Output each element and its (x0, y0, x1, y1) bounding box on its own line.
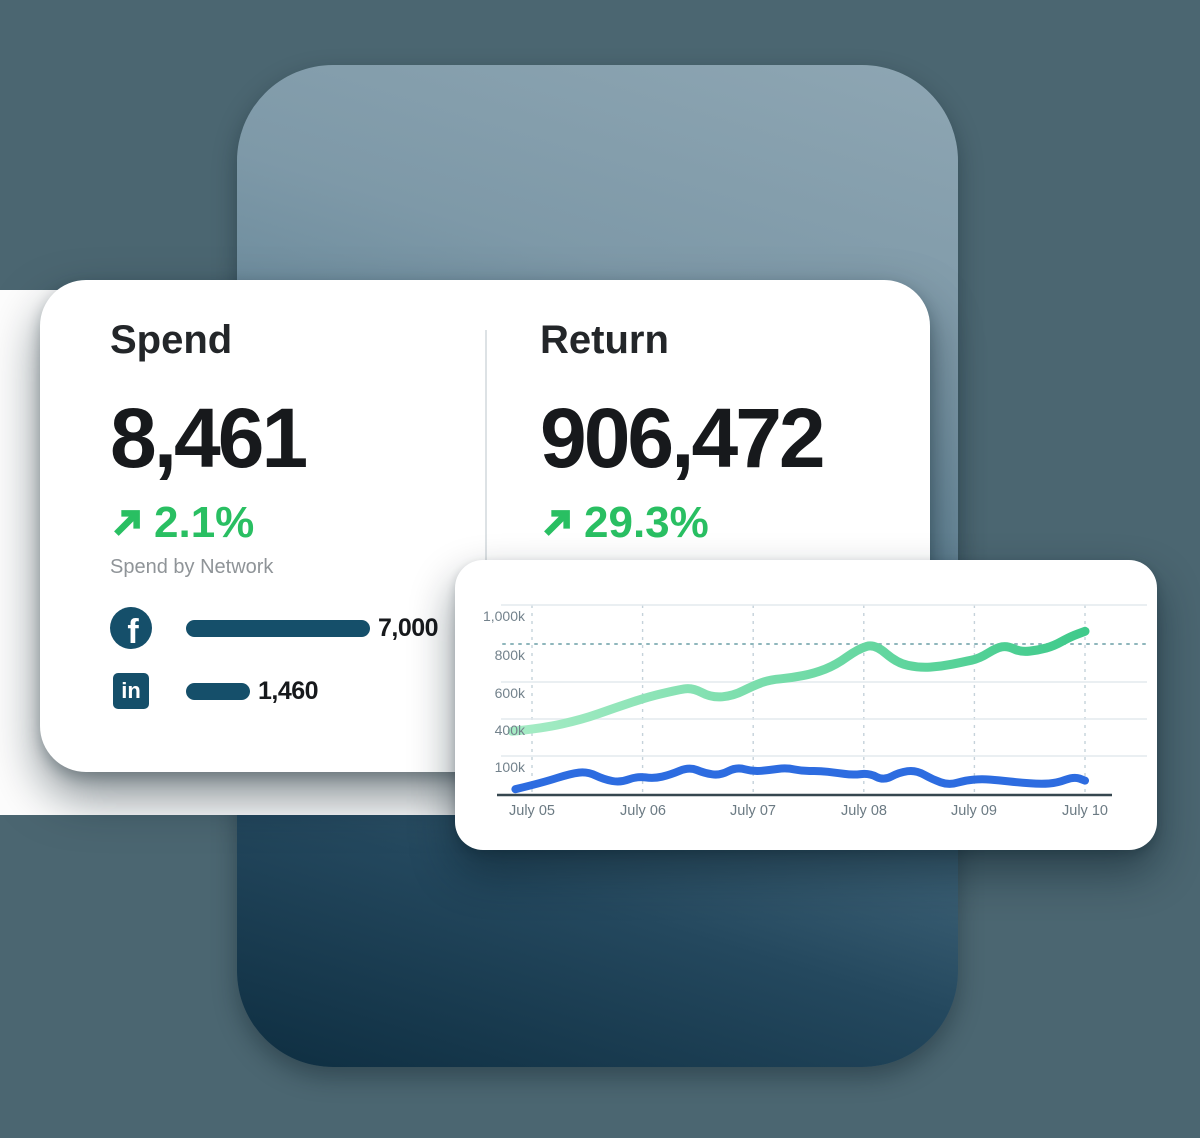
ytick-600k: 600k (494, 685, 525, 701)
facebook-spend-row: f 7,000 (110, 607, 439, 649)
facebook-spend-bar (186, 619, 370, 637)
facebook-icon: f (110, 607, 152, 649)
spend-change: 2.1% (110, 498, 254, 548)
linkedin-icon: in (113, 673, 149, 709)
performance-chart-card: 1,000k 800k 600k 400k 100k July 05 July … (455, 560, 1157, 850)
spend-change-value: 2.1% (154, 498, 255, 547)
vertical-gridlines (531, 605, 1086, 795)
return-title: Return (540, 318, 669, 362)
spend-series-line (511, 764, 1089, 794)
trend-up-arrow-icon (114, 510, 140, 536)
xtick-july-07: July 07 (730, 803, 776, 819)
xtick-july-08: July 08 (841, 803, 887, 819)
vertical-divider (485, 330, 487, 562)
xtick-july-10: July 10 (1062, 803, 1108, 819)
return-change-value: 29.3% (584, 498, 709, 547)
linkedin-spend-value: 1,460 (258, 676, 319, 705)
xtick-july-05: July 05 (509, 803, 555, 819)
ytick-1000k: 1,000k (482, 608, 525, 624)
ytick-100k: 100k (494, 759, 525, 775)
spend-title: Spend (110, 318, 233, 362)
spend-value: 8,461 (110, 391, 308, 485)
return-series-line (507, 626, 1090, 736)
linkedin-spend-row: in 1,460 (110, 670, 319, 712)
trend-up-arrow-icon (544, 510, 570, 536)
xtick-july-06: July 06 (620, 803, 666, 819)
ytick-800k: 800k (494, 647, 525, 663)
linkedin-spend-bar (186, 682, 250, 700)
xtick-july-09: July 09 (951, 803, 997, 819)
return-change: 29.3% (540, 498, 709, 548)
horizontal-gridlines (501, 604, 1147, 757)
facebook-spend-value: 7,000 (378, 613, 439, 642)
ytick-400k: 400k (494, 722, 525, 738)
spend-by-network-label: Spend by Network (110, 556, 274, 578)
line-chart (497, 604, 1148, 797)
return-value: 906,472 (540, 391, 826, 485)
